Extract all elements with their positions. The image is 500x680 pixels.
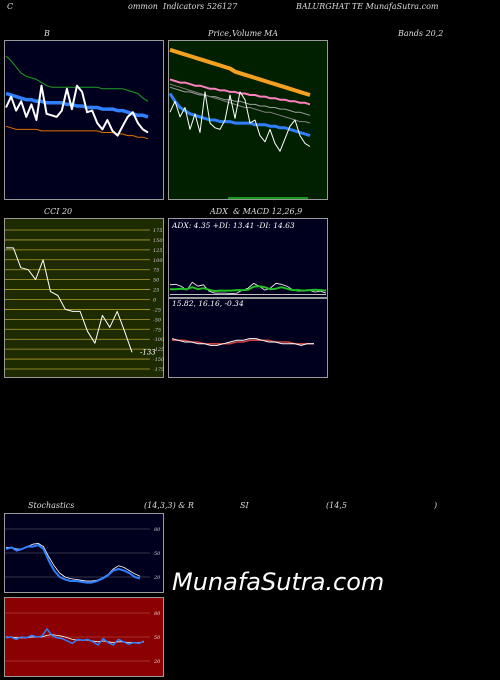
volume-label: Volume: [232, 29, 262, 38]
cci-tick-label: -175: [153, 367, 164, 373]
bollinger-chart: [4, 40, 164, 200]
stoch-label-a: Stochastics: [28, 501, 75, 510]
cci-tick-label: -50: [153, 317, 162, 323]
stoch-label-b: (14,3,3) & R: [144, 501, 194, 510]
cci-tick-label: -100: [153, 337, 164, 343]
cci-panel-bg: [4, 218, 164, 378]
cci-tick-label: 175: [153, 228, 163, 234]
cci-tick-label: 100: [153, 258, 163, 264]
bollinger-price-line: [5, 84, 149, 137]
macd-chart: 15.82, 16.16, -0.34: [168, 298, 328, 378]
header-mid: ommon Indicators 526127: [128, 2, 238, 11]
stochastics-k-line: [5, 544, 141, 584]
bollinger-panel-bg: [4, 40, 164, 200]
macd-panel-bg: [168, 298, 328, 378]
bands-label: Bands 20,2: [398, 29, 444, 38]
cci-tick-label: -150: [153, 357, 164, 363]
cci-tick-label: 25: [152, 288, 159, 294]
watermark: MunafaSutra.com: [172, 568, 385, 596]
stochastics-chart: 80 50 20: [4, 513, 164, 593]
cci-tick-label: -125: [153, 347, 164, 353]
price-ma-panel-bg: [168, 40, 328, 200]
rsi-tick-label: 80: [154, 611, 161, 617]
stochastics-tick-label: 80: [154, 527, 161, 533]
cci-tick-label: -25: [153, 307, 161, 313]
stochastics-tick-label: 20: [153, 575, 161, 581]
price-ma-price-line: [169, 91, 311, 152]
cci-tick-label: 50: [153, 278, 160, 284]
cci-tick-label: 75: [153, 268, 159, 274]
cci-tick-label: 0: [153, 298, 157, 304]
rsi-rsi-line: [5, 628, 145, 646]
ma-label: MA: [264, 29, 278, 38]
cci-last-label: -133: [140, 348, 156, 356]
adx-chart: ADX: 4.35 +DI: 13.41 -DI: 14.63: [168, 218, 328, 298]
price-ma-ma-blue-line: [168, 92, 311, 138]
adx-plus-di-line: [170, 285, 327, 293]
rsi-tick-label: 50: [154, 635, 161, 641]
bollinger-lower-line: [5, 125, 149, 140]
stoch-label-c: SI: [240, 501, 249, 510]
price-label: Price,: [208, 29, 232, 38]
macd-signal-line: [172, 339, 314, 345]
price-ma-chart: [168, 40, 328, 200]
cci-line: [6, 247, 133, 353]
adx-panel-bg: [168, 218, 328, 298]
header-right: BALURGHAT TE MunafaSutra.com: [296, 2, 439, 11]
stochastics-tick-label: 50: [154, 551, 161, 557]
adx-values-text: ADX: 4.35 +DI: 13.41 -DI: 14.63: [171, 221, 295, 230]
cci-tick-label: 125: [153, 248, 163, 254]
header-left: C: [7, 2, 14, 11]
bollinger-middle-line: [5, 91, 149, 119]
rsi-tick-label: 20: [153, 659, 161, 665]
price-ma-ma-orange-line: [169, 47, 311, 97]
cci-tick-label: 150: [153, 238, 163, 244]
rsi-chart: 80 50 20: [4, 597, 164, 677]
stoch-label-d: (14,5: [326, 501, 347, 510]
cci-chart: 175 150 125 100 75 50 25 0 -25 -50 -75 -100 -125 -150…: [4, 218, 164, 378]
macd-values-text: 15.82, 16.16, -0.34: [172, 299, 244, 308]
price-ma-ma-grey-1-line: [169, 86, 311, 116]
adx-label: ADX & MACD 12,26,9: [210, 207, 303, 216]
macd-macd-line: [171, 338, 314, 346]
cci-label: CCI 20: [44, 207, 73, 216]
price-ma-ma-grey-2-line: [169, 83, 311, 124]
cci-tick-label: -75: [153, 327, 161, 333]
bb-label: B: [44, 29, 50, 38]
stoch-label-e: ): [434, 501, 438, 510]
